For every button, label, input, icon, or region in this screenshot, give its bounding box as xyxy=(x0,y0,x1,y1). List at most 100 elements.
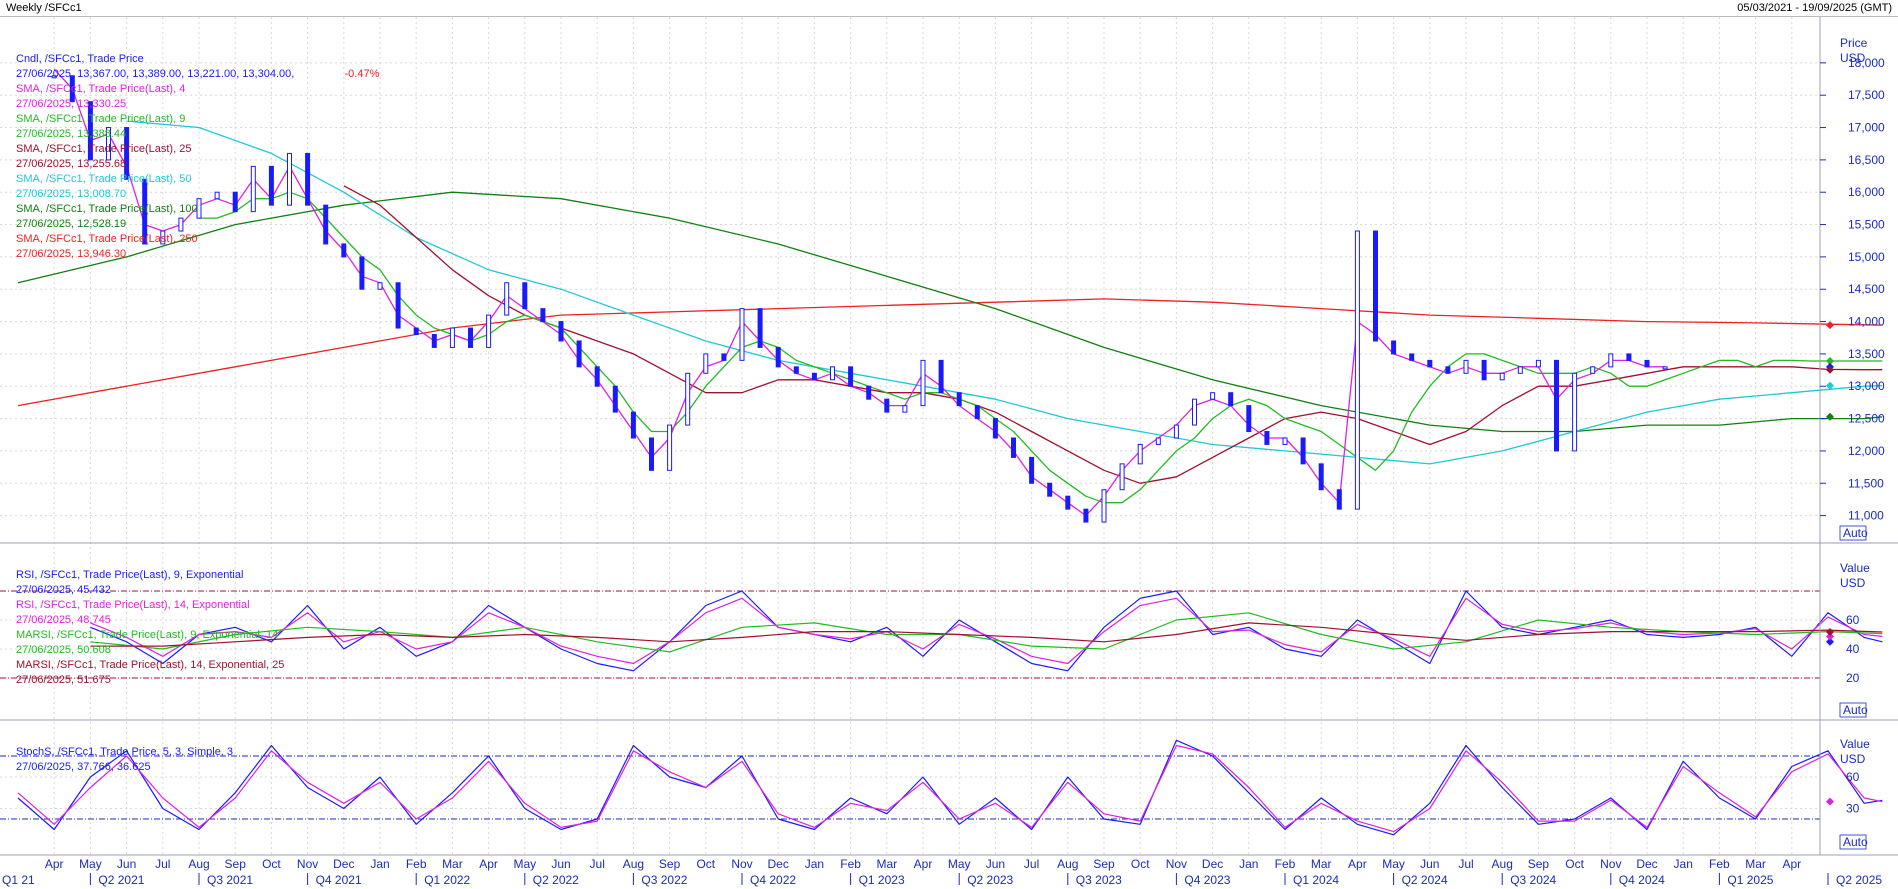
price-candle[interactable] xyxy=(142,178,148,245)
price-legend-name[interactable]: SMA, /SFCc1, Trade Price(Last), 4 xyxy=(16,83,185,95)
price-candle[interactable] xyxy=(106,127,111,161)
price-candle[interactable] xyxy=(1445,366,1451,374)
price-legend-name[interactable]: Cndl, /SFCc1, Trade Price xyxy=(16,53,144,65)
price-candle[interactable] xyxy=(884,398,890,413)
price-candle[interactable] xyxy=(250,165,256,213)
price-candle[interactable] xyxy=(703,353,709,374)
price-candle[interactable] xyxy=(51,75,57,79)
sma50-line[interactable] xyxy=(126,120,1883,465)
price-candle[interactable] xyxy=(1137,443,1143,465)
price-candle[interactable] xyxy=(1463,359,1469,374)
price-candle[interactable] xyxy=(1173,424,1179,439)
price-candle[interactable] xyxy=(359,256,365,290)
rsi-legend-name[interactable]: RSI, /SFCc1, Trade Price(Last), 14, Expo… xyxy=(16,599,250,611)
sma9-line[interactable] xyxy=(199,191,1883,504)
price-candle[interactable] xyxy=(992,418,998,439)
price-candle[interactable] xyxy=(540,308,546,323)
price-candle[interactable] xyxy=(1590,366,1596,374)
price-candle[interactable] xyxy=(1101,489,1107,523)
price-candle[interactable] xyxy=(1228,392,1234,407)
stoch-auto-button[interactable] xyxy=(1839,834,1867,850)
price-candle[interactable] xyxy=(468,327,473,348)
rsi-auto-button[interactable] xyxy=(1839,702,1867,718)
chart-canvas[interactable]: Price USD 18,000 17,500 17,000 16,500 16,000… xyxy=(0,17,1898,889)
price-candle[interactable] xyxy=(178,217,184,232)
price-candle[interactable] xyxy=(1626,353,1632,361)
rsi-series-line-1[interactable] xyxy=(90,597,1883,665)
price-candle[interactable] xyxy=(630,411,636,439)
price-candle[interactable] xyxy=(1264,431,1270,445)
price-candle[interactable] xyxy=(287,152,292,206)
price-candle[interactable] xyxy=(1354,230,1360,510)
price-legend-name[interactable]: SMA, /SFCc1, Trade Price(Last), 25 xyxy=(16,143,191,155)
price-candle[interactable] xyxy=(1644,359,1650,368)
price-candle[interactable] xyxy=(1011,437,1016,458)
price-candle[interactable] xyxy=(486,314,492,348)
price-candle[interactable] xyxy=(377,282,383,290)
price-candle[interactable] xyxy=(69,75,75,103)
price-candle[interactable] xyxy=(232,191,238,213)
price-candle[interactable] xyxy=(974,405,980,420)
sma250-line[interactable] xyxy=(17,298,1883,407)
price-auto-button[interactable] xyxy=(1839,525,1867,541)
price-candle[interactable] xyxy=(793,366,799,374)
price-candle[interactable] xyxy=(1210,392,1216,400)
rsi-legend-name[interactable]: MARSI, /SFCc1, Trade Price(Last), 9, Exp… xyxy=(16,629,278,641)
price-candle[interactable] xyxy=(938,359,944,394)
price-legend-name[interactable]: SMA, /SFCc1, Trade Price(Last), 250 xyxy=(16,233,198,245)
price-candle[interactable] xyxy=(721,353,727,361)
stoch-series-line-1[interactable] xyxy=(17,744,1883,833)
price-candle[interactable] xyxy=(558,321,564,342)
stoch-legend-name[interactable]: StochS, /SFCc1, Trade Price, 5, 3, Simpl… xyxy=(16,746,233,758)
rsi-series-line-2[interactable] xyxy=(90,612,1883,653)
price-candle[interactable] xyxy=(395,282,401,329)
price-candle[interactable] xyxy=(920,359,926,407)
price-candle[interactable] xyxy=(1119,463,1125,491)
price-candle[interactable] xyxy=(1409,353,1415,361)
price-candle[interactable] xyxy=(449,327,455,348)
price-candle[interactable] xyxy=(1517,366,1523,374)
price-candle[interactable] xyxy=(866,385,872,400)
price-candle[interactable] xyxy=(160,230,166,245)
price-candle[interactable] xyxy=(1083,508,1089,523)
price-candle[interactable] xyxy=(830,366,835,381)
price-candle[interactable] xyxy=(504,282,510,316)
price-candle[interactable] xyxy=(1499,372,1505,381)
price-candle[interactable] xyxy=(649,437,654,471)
price-candle[interactable] xyxy=(1155,437,1161,445)
price-candle[interactable] xyxy=(685,372,691,426)
price-candle[interactable] xyxy=(1192,398,1197,426)
rsi-legend-name[interactable]: MARSI, /SFCc1, Trade Price(Last), 14, Ex… xyxy=(16,659,284,671)
price-candle[interactable] xyxy=(811,372,817,381)
price-candle[interactable] xyxy=(1282,437,1288,445)
price-candle[interactable] xyxy=(1535,359,1541,368)
price-candle[interactable] xyxy=(848,366,854,387)
price-candle[interactable] xyxy=(196,198,202,219)
price-candle[interactable] xyxy=(1300,437,1306,465)
price-candle[interactable] xyxy=(1336,489,1342,510)
price-candle[interactable] xyxy=(214,191,220,200)
price-candle[interactable] xyxy=(902,405,908,413)
price-candle[interactable] xyxy=(341,243,347,258)
rsi-legend-name[interactable]: RSI, /SFCc1, Trade Price(Last), 9, Expon… xyxy=(16,569,243,581)
price-candle[interactable] xyxy=(1065,495,1071,510)
price-candle[interactable] xyxy=(1608,353,1614,368)
price-candle[interactable] xyxy=(1391,340,1397,355)
price-legend-name[interactable]: SMA, /SFCc1, Trade Price(Last), 100 xyxy=(16,203,198,215)
price-candle[interactable] xyxy=(413,327,419,336)
stoch-series-line-0[interactable] xyxy=(17,739,1883,836)
rsi-series-line-3[interactable] xyxy=(90,622,1883,647)
price-candle[interactable] xyxy=(1318,463,1324,491)
price-candle[interactable] xyxy=(87,101,93,161)
price-candle[interactable] xyxy=(1246,405,1252,433)
price-candle[interactable] xyxy=(739,308,745,361)
price-legend-name[interactable]: SMA, /SFCc1, Trade Price(Last), 50 xyxy=(16,173,191,185)
price-candle[interactable] xyxy=(522,282,528,310)
sma4-line[interactable] xyxy=(53,68,1666,517)
price-candle[interactable] xyxy=(757,308,763,348)
price-candle[interactable] xyxy=(1662,366,1668,370)
price-candle[interactable] xyxy=(775,346,781,368)
price-candle[interactable] xyxy=(323,204,329,245)
price-candle[interactable] xyxy=(1047,482,1053,497)
price-candle[interactable] xyxy=(305,152,311,206)
